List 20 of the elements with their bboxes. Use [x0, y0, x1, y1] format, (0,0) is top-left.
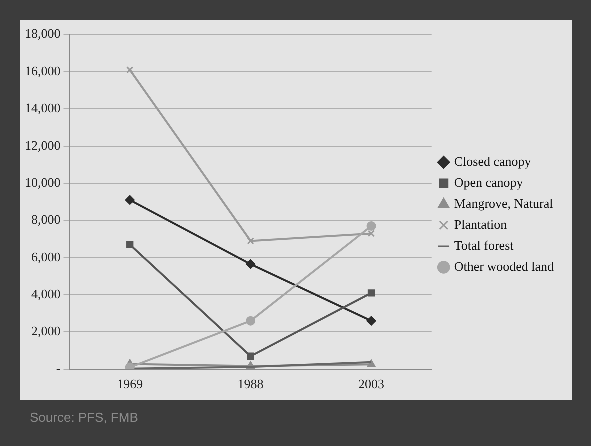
y-tick-label: 4,000: [32, 286, 61, 302]
legend-label: Plantation: [454, 216, 508, 232]
legend-label: Mangrove, Natural: [454, 196, 554, 211]
legend-label: Closed canopy: [454, 154, 532, 169]
y-tick-label: 16,000: [25, 63, 61, 78]
x-tick-label: 1969: [117, 376, 144, 392]
x-tick-label: 1988: [238, 376, 264, 392]
x-tick-label: 2003: [358, 376, 385, 392]
y-tick-label: -: [56, 360, 61, 376]
legend-label: Open canopy: [454, 174, 524, 190]
legend-label: Total forest: [454, 238, 514, 253]
y-tick-label: 12,000: [25, 138, 61, 153]
legend-label: Other wooded land: [454, 258, 554, 274]
y-tick-label: 8,000: [32, 212, 61, 228]
source-note: Source: PFS, FMB: [30, 410, 138, 425]
y-tick-label: 14,000: [25, 100, 61, 116]
y-tick-label: 2,000: [32, 324, 61, 339]
y-tick-label: 10,000: [25, 174, 61, 190]
y-tick-label: 6,000: [32, 249, 61, 264]
y-tick-label: 18,000: [25, 26, 61, 42]
